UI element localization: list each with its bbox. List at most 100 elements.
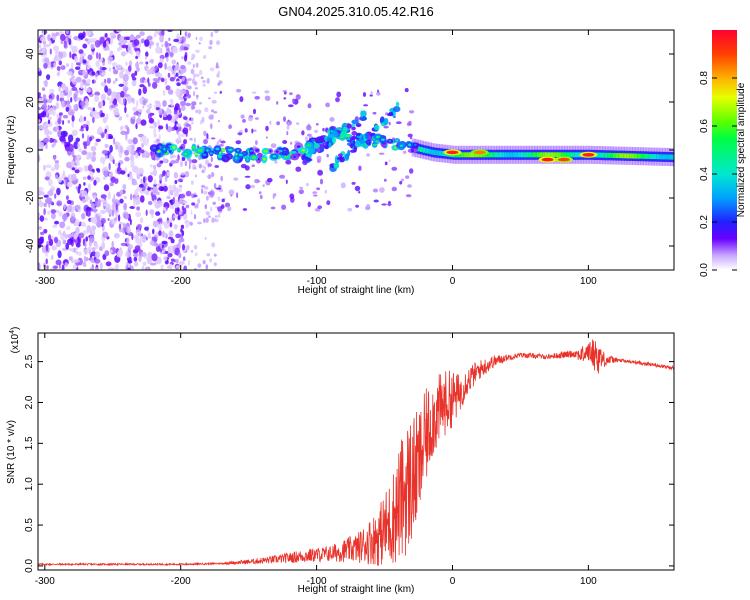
noise-blob <box>92 195 97 200</box>
carrier-core <box>621 153 625 159</box>
carrier-blob-core <box>197 149 203 152</box>
noise-blob <box>264 95 271 101</box>
carrier-core <box>623 153 628 159</box>
noise-blob <box>158 125 164 130</box>
noise-blob <box>159 35 165 43</box>
noise-blob <box>38 107 42 111</box>
noise-blob <box>405 175 410 179</box>
secondary-blob <box>393 106 401 113</box>
noise-blob <box>66 71 73 76</box>
noise-blob <box>188 163 191 170</box>
carrier-core <box>650 154 655 160</box>
noise-blob <box>38 226 42 230</box>
noise-blob <box>206 77 210 84</box>
noise-blob <box>142 105 145 109</box>
noise-blob <box>115 144 119 150</box>
carrier-blob-core <box>217 155 223 159</box>
secondary-blob <box>340 130 348 138</box>
noise-blob <box>211 109 214 113</box>
noise-blob <box>210 31 213 38</box>
secondary-blob <box>354 140 361 148</box>
noise-blob <box>67 134 74 143</box>
noise-blob <box>44 57 50 64</box>
noise-blob <box>134 70 138 76</box>
noise-blob <box>166 220 170 224</box>
noise-blob <box>161 43 164 48</box>
noise-blob <box>66 199 72 205</box>
noise-blob <box>169 189 174 196</box>
noise-blob <box>191 105 196 110</box>
noise-blob <box>76 62 81 66</box>
noise-blob <box>117 47 120 52</box>
noise-blob <box>211 137 216 140</box>
noise-blob <box>92 107 96 112</box>
noise-blob <box>175 64 180 72</box>
noise-blob <box>313 194 318 197</box>
carrier-blob-core <box>235 157 238 160</box>
secondary-blob <box>320 147 325 152</box>
noise-blob <box>317 169 323 176</box>
carrier-blob-core <box>236 149 240 152</box>
noise-blob <box>114 178 119 185</box>
noise-blob <box>282 140 288 144</box>
noise-blob <box>73 105 77 111</box>
noise-blob <box>95 60 100 68</box>
noise-blob <box>135 170 139 175</box>
noise-blob <box>82 59 87 64</box>
noise-blob <box>92 109 98 117</box>
noise-blob <box>235 140 242 145</box>
noise-blob <box>244 175 251 178</box>
noise-blob <box>38 119 41 123</box>
snr-x-ticks: -300 -200 -100 0 100 <box>35 333 597 587</box>
carrier-core <box>561 152 566 158</box>
noise-blob <box>167 89 174 95</box>
noise-blob <box>366 153 370 157</box>
carrier-blob-core <box>414 143 417 147</box>
noise-blob <box>214 30 219 34</box>
carrier-core <box>523 152 528 158</box>
noise-blob <box>177 178 183 183</box>
noise-blob <box>215 187 222 190</box>
noise-blob <box>126 36 131 41</box>
noise-blob <box>372 188 379 193</box>
noise-blob <box>155 46 162 54</box>
secondary-blob <box>307 147 314 155</box>
noise-blob <box>186 43 190 48</box>
noise-blob <box>152 81 158 89</box>
noise-blob <box>220 140 226 144</box>
noise-blob <box>65 30 69 35</box>
carrier-core <box>419 147 424 152</box>
noise-blob <box>175 258 179 264</box>
carrier-core <box>566 152 571 158</box>
noise-blob <box>250 184 255 189</box>
noise-blob <box>124 214 129 220</box>
carrier-core <box>515 152 519 158</box>
noise-blob <box>109 50 114 56</box>
noise-blob <box>81 133 85 139</box>
noise-blob <box>379 187 385 193</box>
noise-blob <box>134 234 140 240</box>
noise-blob <box>135 152 139 159</box>
carrier-core <box>656 154 661 160</box>
peak-core <box>541 157 554 162</box>
carrier-blob-core <box>251 156 256 159</box>
noise-blob <box>236 192 239 199</box>
noise-blob <box>88 248 91 255</box>
snr-x-label: Height of straight line (km) <box>298 584 415 595</box>
noise-blob <box>57 176 63 183</box>
noise-blob <box>283 116 286 122</box>
noise-blob <box>301 130 305 136</box>
noise-blob <box>336 91 342 98</box>
noise-blob <box>136 99 139 108</box>
noise-blob <box>47 98 53 104</box>
noise-blob <box>65 195 69 201</box>
noise-blob <box>157 62 163 69</box>
noise-blob <box>76 178 79 183</box>
noise-blob <box>181 76 185 82</box>
carrier-core <box>547 152 552 158</box>
noise-blob <box>43 217 49 221</box>
noise-blob <box>405 194 412 198</box>
noise-blob <box>112 91 118 96</box>
noise-blob <box>101 72 106 76</box>
